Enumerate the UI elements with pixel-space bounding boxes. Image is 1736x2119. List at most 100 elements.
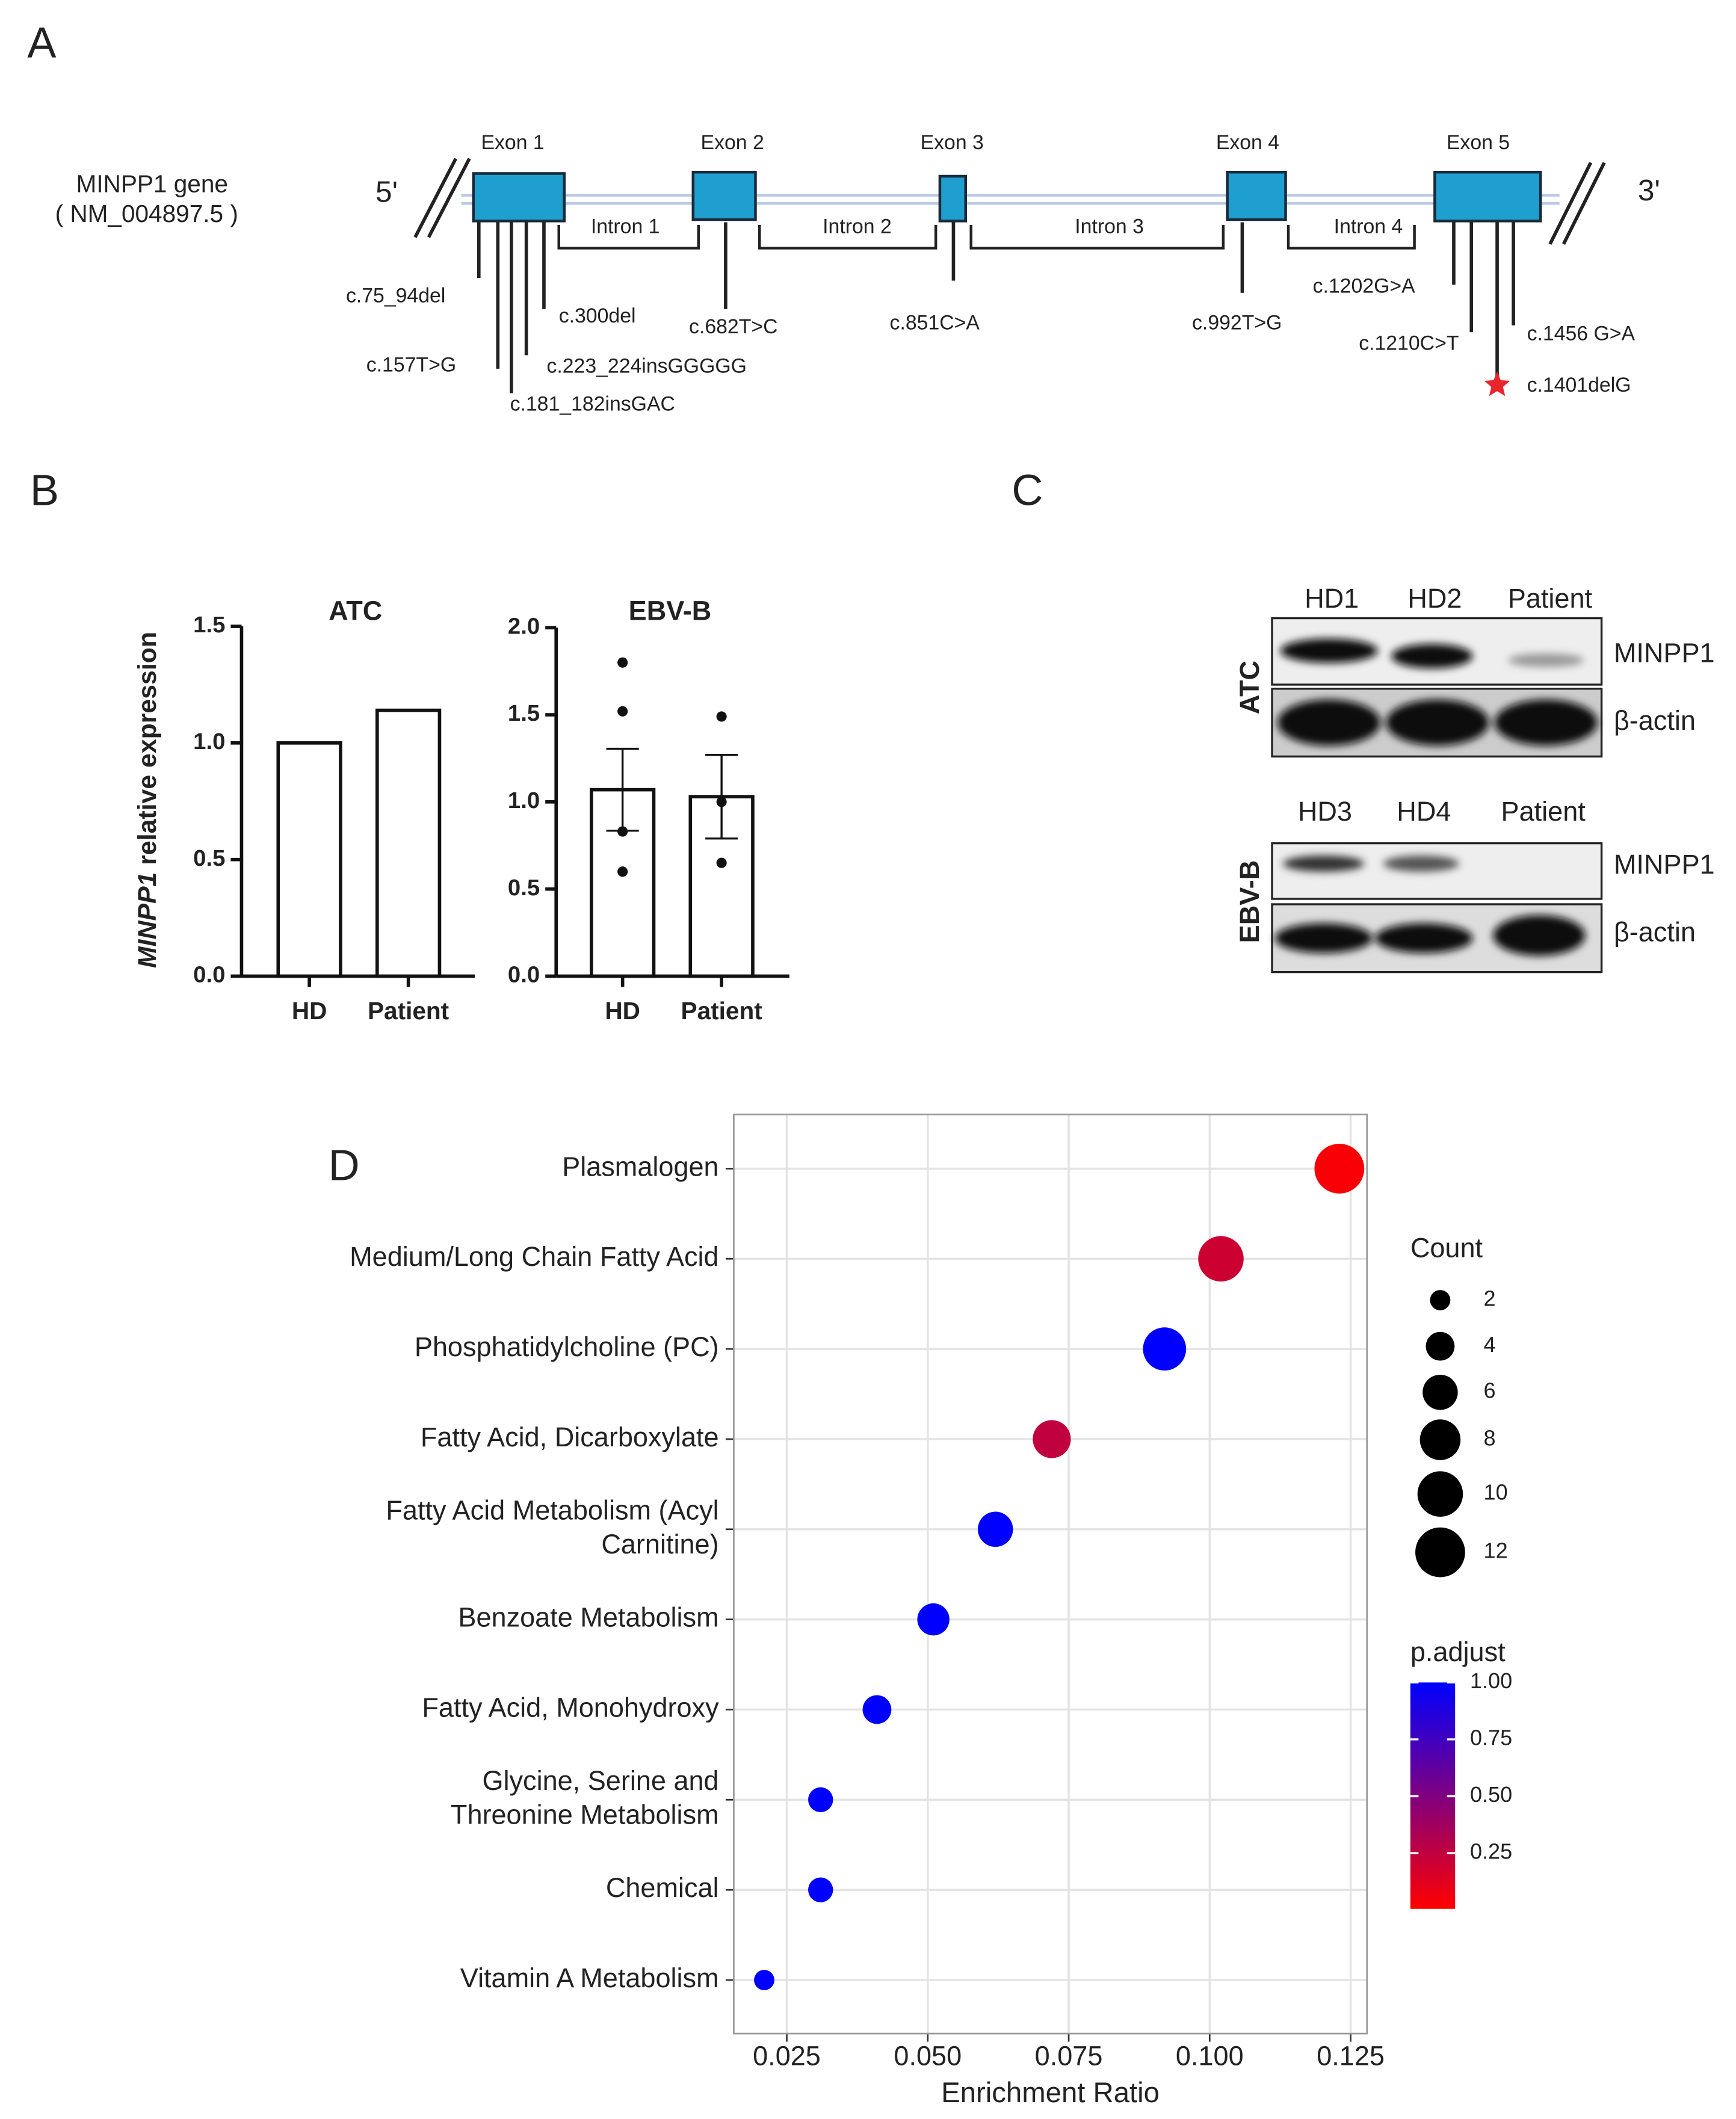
data-point <box>716 711 727 722</box>
band <box>1493 915 1586 956</box>
dot <box>1314 1144 1365 1194</box>
band <box>1391 644 1473 668</box>
category-label: Fatty Acid Metabolism (Acyl Carnitine) <box>386 1495 718 1559</box>
cell-label: EBV-B <box>1234 860 1265 943</box>
legend-label: 10 <box>1484 1480 1508 1505</box>
lane-label: HD3 <box>1298 796 1352 827</box>
band <box>1386 699 1489 746</box>
mutation-label: c.1210C>T <box>1359 332 1459 354</box>
dot <box>808 1877 833 1902</box>
y-label-gene: MINPP1 <box>134 872 162 968</box>
legend-label: 2 <box>1484 1286 1496 1310</box>
exon <box>472 172 566 223</box>
dot <box>1033 1420 1071 1458</box>
panel-letter: C <box>1012 466 1043 514</box>
protein-label: β-actin <box>1614 916 1696 947</box>
lane-label: HD1 <box>1305 583 1359 614</box>
color-tick-label: 1.00 <box>1470 1668 1512 1693</box>
data-point <box>617 826 628 837</box>
y-label-text: relative expression <box>134 632 162 865</box>
dot <box>917 1603 950 1636</box>
band <box>1277 699 1381 746</box>
y-tick-label: 0.5 <box>508 875 540 901</box>
data-point <box>716 797 727 807</box>
y-axis-label: MINPP1 relative expression <box>134 632 162 968</box>
legend-label: 12 <box>1484 1538 1508 1563</box>
band <box>1280 638 1378 663</box>
y-tick-label: 0.5 <box>193 845 225 871</box>
star <box>1484 371 1510 396</box>
mutation-label: c.223_224insGGGGG <box>546 355 747 378</box>
intron-label: Intron 2 <box>823 215 892 238</box>
lane-label: HD4 <box>1397 796 1451 827</box>
legend-title: Count <box>1410 1233 1483 1263</box>
lane-label: HD2 <box>1407 583 1462 614</box>
dot <box>1143 1327 1187 1371</box>
legend-label: 4 <box>1484 1332 1496 1357</box>
y-tick-label: 1.5 <box>508 700 540 726</box>
x-tick-label: Patient <box>681 997 762 1025</box>
five-prime: 5' <box>375 174 398 208</box>
intron-label: Intron 3 <box>1075 215 1144 238</box>
exon-label: Exon 5 <box>1447 131 1510 154</box>
lane-label: Patient <box>1501 796 1586 827</box>
band <box>1383 855 1459 872</box>
bar <box>276 741 342 978</box>
y-tick-label: 1.0 <box>193 729 225 754</box>
plot-area <box>734 1114 1367 2034</box>
color-tick-label: 0.50 <box>1470 1782 1512 1807</box>
intron-label: Intron 1 <box>591 215 660 238</box>
protein-label: MINPP1 <box>1614 637 1715 668</box>
y-tick-label: 1.5 <box>193 612 225 638</box>
exon <box>691 170 757 221</box>
category-label: Benzoate Metabolism <box>458 1602 718 1633</box>
chart-title: EBV-B <box>629 595 712 626</box>
intron-bracket <box>1287 225 1416 250</box>
band <box>1274 923 1373 954</box>
mutation-label: c.682T>C <box>689 315 777 338</box>
x-tick-label: HD <box>292 997 327 1025</box>
mutation-label: c.1456 G>A <box>1527 322 1636 345</box>
western-blots <box>1271 617 1603 973</box>
exon-label: Exon 1 <box>481 131 545 154</box>
exon-label: Exon 2 <box>701 131 764 154</box>
exon <box>1433 170 1542 223</box>
legend-label: 8 <box>1484 1426 1496 1451</box>
protein-label: MINPP1 <box>1614 849 1715 880</box>
mutation-label: c.157T>G <box>366 353 456 376</box>
data-point <box>617 657 628 668</box>
x-tick-label: 0.125 <box>1317 2041 1385 2071</box>
dot <box>808 1787 833 1813</box>
legend-dot <box>1417 1471 1463 1517</box>
lane-label: Patient <box>1508 583 1593 614</box>
dot <box>977 1511 1013 1547</box>
category-label: Fatty Acid, Dicarboxylate <box>421 1422 719 1452</box>
mutation-label: c.992T>G <box>1192 311 1282 334</box>
cell-label: ATC <box>1234 661 1265 714</box>
mutation-label: c.300del <box>559 304 636 327</box>
x-tick-label: 0.100 <box>1176 2041 1244 2071</box>
legend-dot <box>1426 1331 1455 1361</box>
x-axis-label: Enrichment Ratio <box>941 2077 1160 2109</box>
dot <box>1198 1236 1244 1282</box>
three-prime: 3' <box>1638 173 1660 207</box>
data-point <box>716 857 727 868</box>
break-mark <box>413 158 457 238</box>
legend-dot <box>1415 1527 1465 1578</box>
intron-bracket <box>758 225 938 250</box>
band <box>1375 923 1473 954</box>
y-tick-label: 1.0 <box>508 788 540 813</box>
x-tick-label: Patient <box>368 997 449 1025</box>
intron-label: Intron 4 <box>1334 215 1403 238</box>
accession: ( NM_004897.5 ) <box>55 200 238 227</box>
break-mark <box>1561 162 1606 245</box>
chart-title: ATC <box>329 595 382 626</box>
x-tick-label: 0.050 <box>894 2041 962 2071</box>
panel-letter: D <box>329 1141 360 1189</box>
protein-label: β-actin <box>1614 705 1696 736</box>
bar <box>375 708 442 978</box>
category-label: Plasmalogen <box>562 1151 718 1182</box>
y-tick-label: 0.0 <box>508 962 540 988</box>
